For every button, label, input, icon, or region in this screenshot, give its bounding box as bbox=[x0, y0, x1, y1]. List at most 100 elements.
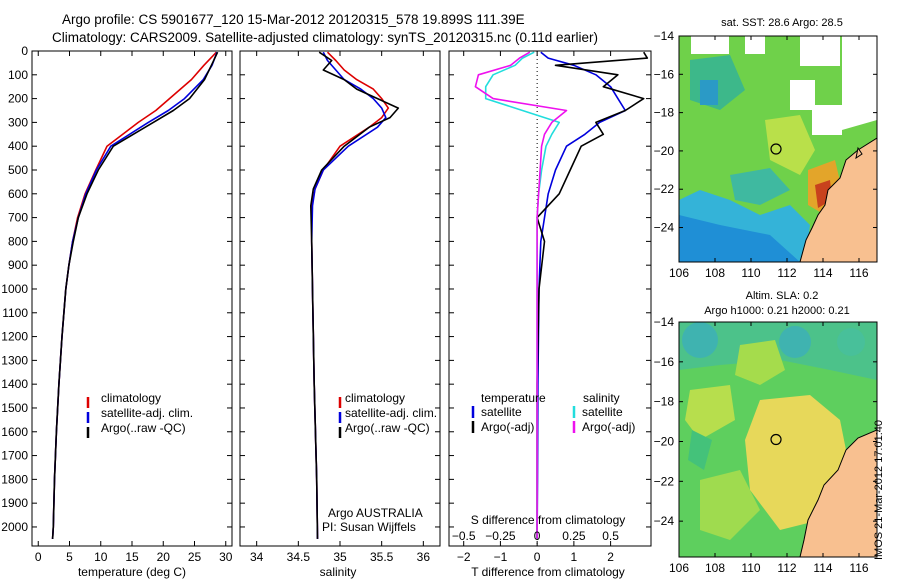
sla-cool-eddy-3 bbox=[837, 328, 865, 356]
map-x-tick-label: 112 bbox=[777, 266, 796, 280]
map-y-tick-label: −14 bbox=[654, 315, 675, 329]
sla-map-title: Altim. SLA: 0.2 bbox=[746, 290, 819, 302]
y-tick-label: 1700 bbox=[1, 449, 28, 463]
sst-cloud-6 bbox=[842, 36, 877, 130]
x-tick-label: 2 bbox=[607, 550, 614, 564]
legend-label-t-argo: Argo(-adj) bbox=[481, 420, 534, 434]
sst-cloud-4 bbox=[790, 80, 815, 110]
sst-island bbox=[855, 146, 863, 160]
map-x-tick-label: 116 bbox=[849, 561, 868, 575]
sla-cool-eddy-1 bbox=[682, 322, 718, 358]
temperature-legend: climatology satellite-adj. clim. Argo(..… bbox=[86, 391, 193, 438]
y-tick-label: 1100 bbox=[2, 306, 28, 320]
sst-float-position-marker bbox=[770, 143, 782, 155]
x-tick-label: 0 bbox=[35, 550, 42, 564]
y-tick-label: 400 bbox=[8, 139, 28, 153]
y-tick-label: 1900 bbox=[1, 496, 28, 510]
map-x-tick-label: 106 bbox=[669, 266, 689, 280]
legend-label-satellite: satellite-adj. clim. bbox=[345, 406, 437, 420]
s-tick-label: 0 bbox=[534, 529, 541, 543]
y-tick-label: 300 bbox=[8, 115, 28, 129]
sst-patch-mid bbox=[730, 168, 790, 205]
sla-warm-eddy-1 bbox=[735, 340, 785, 385]
map-x-tick-label: 108 bbox=[705, 561, 725, 575]
map-x-tick-label: 112 bbox=[777, 561, 796, 575]
map-y-tick-label: −14 bbox=[654, 29, 675, 43]
sla-warm-eddy-2 bbox=[685, 385, 735, 440]
legend-label-argo: Argo(..raw -QC) bbox=[345, 421, 430, 435]
s-tick-label: −0.5 bbox=[452, 529, 476, 543]
x-tick-label: 10 bbox=[94, 550, 108, 564]
y-tick-label: 200 bbox=[8, 92, 28, 106]
legend-title-salinity: salinity bbox=[583, 391, 620, 405]
sla-warm-eddy-3 bbox=[700, 470, 760, 540]
temperature-panel: 0 5 10 15 20 25 300100200300400500600700800900… bbox=[1, 44, 232, 579]
sst-map-frame bbox=[678, 35, 878, 263]
y-tick-label: 1600 bbox=[1, 425, 28, 439]
imos-timestamp: IMOS 21-Mar-2012 17:01:40 bbox=[873, 419, 885, 560]
temperature-axes-frame bbox=[31, 50, 233, 547]
x-tick-label: −2 bbox=[457, 550, 471, 564]
title-line-2: Climatology: CARS2009. Satellite-adjuste… bbox=[52, 30, 598, 45]
difference-axes-frame bbox=[448, 50, 652, 547]
temperature-x-label: temperature (deg C) bbox=[78, 565, 186, 579]
x-tick-label: 20 bbox=[157, 550, 171, 564]
y-tick-label: 900 bbox=[8, 258, 28, 272]
x-tick-label: 35.5 bbox=[370, 550, 394, 564]
y-tick-label: 100 bbox=[8, 68, 28, 82]
map-x-tick-label: 116 bbox=[849, 266, 868, 280]
legend-label-argo: Argo(..raw -QC) bbox=[101, 421, 186, 435]
x-tick-label: 36 bbox=[417, 550, 431, 564]
legend-label-s-satellite: satellite bbox=[582, 405, 623, 419]
s-difference-label: S difference from climatology bbox=[471, 513, 626, 527]
x-tick-label: 25 bbox=[188, 550, 202, 564]
s-tick-label: −0.25 bbox=[485, 529, 516, 543]
salinity-axes-frame bbox=[239, 50, 441, 547]
map-y-tick-label: −16 bbox=[654, 67, 675, 81]
y-tick-label: 1800 bbox=[1, 472, 28, 486]
s-tick-label: 0.25 bbox=[562, 529, 586, 543]
legend-label-s-argo: Argo(-adj) bbox=[582, 420, 635, 434]
sla-map-subtitle: Argo h1000: 0.21 h2000: 0.21 bbox=[704, 305, 850, 317]
argo-program-annotation: Argo AUSTRALIA bbox=[328, 506, 423, 520]
y-tick-label: 600 bbox=[8, 187, 28, 201]
sla-cool-eddy-4 bbox=[688, 430, 712, 470]
sla-land-australia bbox=[799, 429, 877, 557]
map-x-tick-label: 106 bbox=[669, 561, 689, 575]
sst-cloud-1 bbox=[691, 36, 729, 54]
x-tick-label: −1 bbox=[494, 550, 508, 564]
series-line-magenta bbox=[474, 51, 568, 539]
sla-cool-eddy-2 bbox=[779, 326, 811, 358]
y-tick-label: 1000 bbox=[1, 282, 28, 296]
legend-label-climatology: climatology bbox=[101, 391, 161, 405]
series-line-argo bbox=[51, 51, 219, 539]
x-tick-label: 35 bbox=[333, 550, 347, 564]
legend-title-temperature: temperature bbox=[481, 391, 546, 405]
map-y-tick-label: −18 bbox=[654, 106, 675, 120]
legend-label-satellite: satellite-adj. clim. bbox=[101, 406, 193, 420]
legend-label-t-satellite: satellite bbox=[481, 405, 522, 419]
x-tick-label: 15 bbox=[125, 550, 139, 564]
y-tick-label: 0 bbox=[21, 44, 28, 58]
map-y-tick-label: −20 bbox=[654, 434, 675, 448]
sst-land-australia bbox=[799, 137, 877, 262]
s-tick-label: 0.5 bbox=[602, 529, 619, 543]
map-y-tick-label: −24 bbox=[654, 221, 675, 235]
map-y-tick-label: −24 bbox=[654, 514, 675, 528]
difference-legend: temperature salinity satellite Argo(-adj… bbox=[471, 391, 635, 434]
y-tick-label: 800 bbox=[8, 234, 28, 248]
legend-label-climatology: climatology bbox=[345, 391, 405, 405]
map-y-tick-label: −22 bbox=[654, 474, 675, 488]
sla-map-frame bbox=[678, 321, 878, 558]
y-tick-label: 500 bbox=[8, 163, 28, 177]
y-tick-label: 700 bbox=[8, 211, 28, 225]
difference-panel: −2 −1 0 1 2 T difference from climatology S … bbox=[448, 50, 652, 579]
sst-warm-patch bbox=[765, 115, 815, 175]
y-tick-label: 2000 bbox=[1, 520, 28, 534]
sla-map-panel: Altim. SLA: 0.2 Argo h1000: 0.21 h2000: … bbox=[654, 290, 878, 575]
salinity-x-label: salinity bbox=[320, 565, 357, 579]
sst-cloud-5 bbox=[812, 105, 842, 135]
x-tick-label: 34.5 bbox=[287, 550, 311, 564]
map-x-tick-label: 108 bbox=[705, 266, 725, 280]
